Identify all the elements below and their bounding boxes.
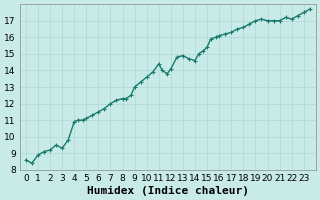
X-axis label: Humidex (Indice chaleur): Humidex (Indice chaleur) <box>87 186 249 196</box>
